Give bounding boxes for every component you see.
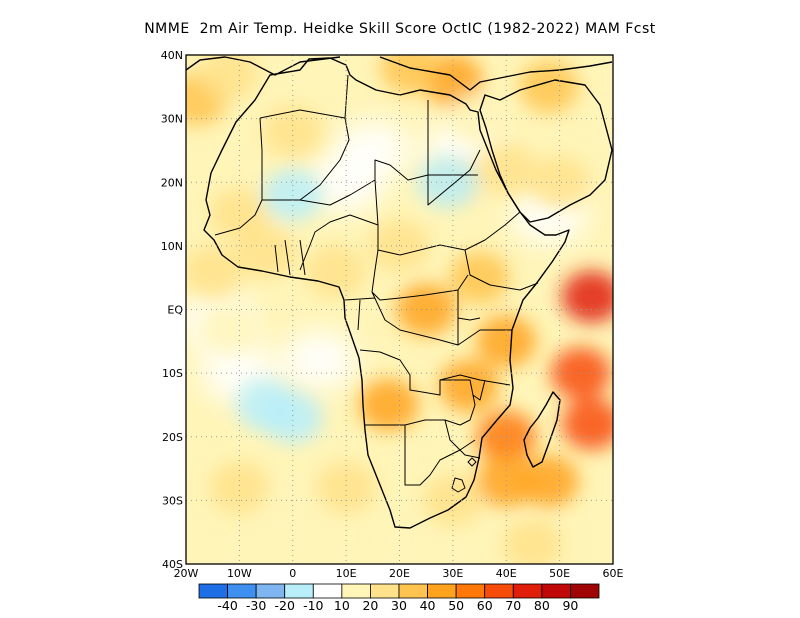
colorbar-label--10: -10 xyxy=(303,598,323,613)
skill-patch-29 xyxy=(502,518,563,564)
colorbar-label-10: 10 xyxy=(334,598,350,613)
colorbar xyxy=(198,583,600,599)
lesotho-border xyxy=(451,477,466,493)
skill-patch-34 xyxy=(236,378,297,431)
skill-patch-36 xyxy=(417,156,478,209)
colorbar-swatch-2 xyxy=(255,583,286,599)
lat-label-EQ: EQ xyxy=(167,304,183,317)
colorbar-label-50: 50 xyxy=(448,598,464,613)
lat-label-20S: 20S xyxy=(162,431,183,444)
skill-patch-13 xyxy=(518,60,579,113)
colorbar-label-80: 80 xyxy=(534,598,550,613)
colorbar-label--30: -30 xyxy=(246,598,266,613)
skill-patch-24 xyxy=(209,188,270,241)
lat-label-30S: 30S xyxy=(162,494,183,507)
lon-label-10W: 10W xyxy=(227,567,252,580)
skill-patch-10 xyxy=(518,455,579,508)
skill-patch-16 xyxy=(262,105,323,158)
africa-coastline xyxy=(203,57,570,529)
swaziland-border xyxy=(467,457,477,467)
colorbar-labels: -40 -30 -20 -10 10 20 30 40 50 60 70 80 90 xyxy=(217,598,578,613)
colorbar-label-60: 60 xyxy=(477,598,493,613)
skill-patch-15 xyxy=(198,55,259,101)
colorbar-swatch-12 xyxy=(541,583,571,599)
lat-label-30N: 30N xyxy=(161,113,183,126)
lon-label-20E: 20E xyxy=(389,567,410,580)
skill-patch-27 xyxy=(262,487,323,540)
colorbar-label-70: 70 xyxy=(505,598,521,613)
colorbar-label--40: -40 xyxy=(217,598,237,613)
skill-patch-0 xyxy=(449,251,510,304)
colorbar-swatch-5 xyxy=(341,583,371,599)
skill-patch-18 xyxy=(186,245,243,298)
skill-patch-9 xyxy=(476,455,537,508)
lat-label-20N: 20N xyxy=(161,176,183,189)
skill-patch-12 xyxy=(380,55,441,94)
colorbar-swatch-6 xyxy=(370,583,400,599)
colorbar-swatch-7 xyxy=(398,583,428,599)
colorbar-swatch-10 xyxy=(484,583,514,599)
colorbar-swatch-3 xyxy=(284,583,314,599)
skill-patch-28 xyxy=(209,461,270,514)
colorbar-label-90: 90 xyxy=(562,598,578,613)
chart-title: NMME 2m Air Temp. Heidke Skill Score Oct… xyxy=(144,21,656,37)
colorbar-label-40: 40 xyxy=(420,598,436,613)
skill-patch-19 xyxy=(305,245,366,298)
colorbar-swatch-13 xyxy=(570,583,600,599)
skill-patch-31 xyxy=(198,302,259,355)
lat-label-40S: 40S xyxy=(162,558,183,571)
skill-patch-23 xyxy=(529,156,590,209)
skill-patch-6 xyxy=(550,347,611,400)
lon-label-60E: 60E xyxy=(603,567,624,580)
lon-tick-labels: 20W 10W 0 10E 20E 30E 40E 50E 60E xyxy=(174,567,624,580)
lon-label-10E: 10E xyxy=(336,567,357,580)
skill-patch-17 xyxy=(236,226,297,279)
grid-lines xyxy=(186,55,613,564)
colorbar-swatch-9 xyxy=(455,583,486,599)
colorbar-label-30: 30 xyxy=(391,598,407,613)
lon-label-20W: 20W xyxy=(174,567,199,580)
lat-label-40N: 40N xyxy=(161,49,183,62)
lat-tick-labels: 40N 30N 20N 10N EQ 10S 20S 30S 40S xyxy=(161,49,184,571)
colorbar-swatch-4 xyxy=(312,583,343,599)
colorbar-swatch-8 xyxy=(427,583,457,599)
europe-coastline xyxy=(186,56,613,91)
skill-patch-4 xyxy=(438,359,499,412)
skill-patch-32 xyxy=(449,92,510,145)
colorbar-swatch-1 xyxy=(227,583,257,599)
lon-label-0: 0 xyxy=(289,567,296,580)
lat-label-10S: 10S xyxy=(162,367,183,380)
colorbar-label-20: 20 xyxy=(362,598,378,613)
skill-field xyxy=(186,55,613,564)
lon-label-40E: 40E xyxy=(496,567,517,580)
white-zone-5 xyxy=(281,330,358,391)
arabia-coastline xyxy=(479,79,613,223)
skill-patch-2 xyxy=(358,378,419,431)
skill-patch-35 xyxy=(262,168,323,221)
plot-frame xyxy=(185,54,614,565)
colorbar-swatch-11 xyxy=(512,583,543,599)
lat-label-10N: 10N xyxy=(161,240,183,253)
lon-label-50E: 50E xyxy=(549,567,570,580)
skill-patch-5 xyxy=(561,270,613,323)
skill-patch-7 xyxy=(561,398,613,451)
madagascar-coastline xyxy=(523,391,561,468)
colorbar-swatch-0 xyxy=(198,583,228,599)
lon-label-30E: 30E xyxy=(442,567,463,580)
colorbar-label--20: -20 xyxy=(275,598,295,613)
skill-patch-3 xyxy=(476,315,537,368)
